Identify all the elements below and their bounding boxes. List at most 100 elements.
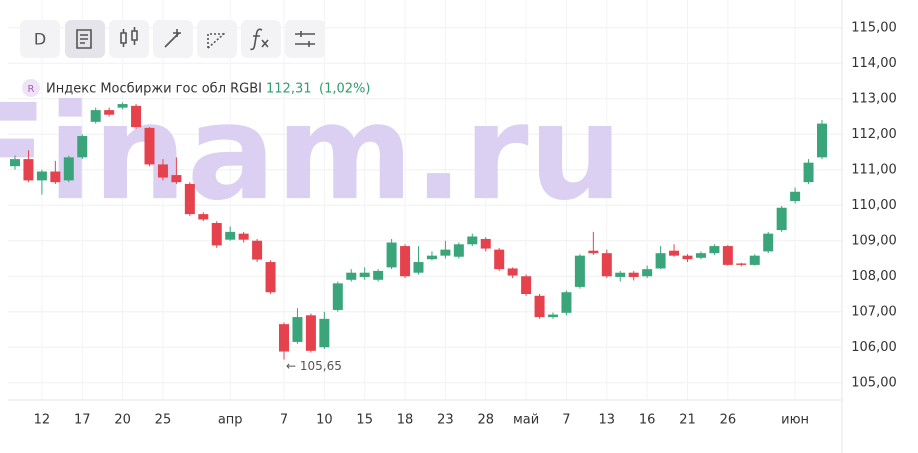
candle-body [386,242,397,268]
y-tick-label: 114,00 [851,56,897,71]
watermark: Finam.ru [0,76,623,230]
y-tick-label: 107,00 [851,304,897,319]
y-tick-label: 110,00 [851,198,897,213]
candle-body [198,214,209,220]
candle-body [521,276,532,294]
candle-body [265,262,276,293]
x-tick-label: 12 [34,413,51,428]
candle-body [790,191,801,201]
y-tick-label: 105,00 [851,375,897,390]
price: 112,31 [266,82,312,97]
candle-body [480,238,491,249]
candle-body [615,272,626,277]
candle-body [225,231,236,240]
indicators-button[interactable] [241,20,281,58]
candle-body [63,157,74,181]
x-tick-label: 7 [280,413,288,428]
y-tick-label: 108,00 [851,269,897,284]
candle-body [50,171,61,183]
change: (1,02%) [319,82,370,97]
candle-body [669,250,680,256]
candle-body [184,183,195,215]
candle-body [319,318,330,348]
badge-label: R [28,84,35,95]
candle-body [736,263,747,265]
candle-body [90,110,101,122]
candle-body [494,249,505,270]
y-tick-label: 106,00 [851,340,897,355]
candle-body [157,164,168,178]
y-tick-label: 109,00 [851,233,897,248]
candle-body [426,255,437,260]
candle-body [171,175,182,183]
icon [164,29,181,48]
icon [120,27,138,47]
chart-title: Индекс Мосбиржи гос обл RGBI [46,82,262,97]
candle-body [144,127,155,165]
candle-body [534,295,545,318]
candle-body [574,255,585,287]
candle-body [77,136,88,158]
y-tick-label: 113,00 [851,91,897,106]
candle-body [507,268,518,276]
candle-body [238,233,249,240]
candle-body [413,262,424,273]
candle-body [131,105,142,128]
candle-body [292,317,303,342]
candle-body [36,171,47,181]
x-tick-label: 23 [437,413,454,428]
candle-body [722,246,733,265]
x-tick-label: 13 [599,413,616,428]
x-tick-label: 10 [316,413,333,428]
candle-body [453,244,464,257]
icon [295,31,315,47]
candle-body [642,269,653,277]
candle-body [561,292,572,313]
candle-body [467,236,478,245]
candle-body [548,314,558,318]
candles [10,102,827,360]
candle-body [709,246,720,254]
candle-body [776,207,787,231]
candle-body [588,250,599,254]
x-tick-label: 16 [639,413,656,428]
candle-body [601,253,612,277]
x-tick-label: апр [218,413,243,428]
candle-body [400,246,411,277]
candle-body [373,270,384,280]
candle-body [305,315,316,351]
candle-body [763,233,774,252]
candle-body [628,272,639,277]
candle-body [104,110,115,115]
interval-label[interactable]: D [34,30,46,49]
settings-button[interactable] [285,20,325,58]
badge [22,79,40,97]
icon [76,29,92,49]
x-tick-label: май [513,413,539,428]
icon [250,28,269,51]
candle-body [23,159,34,181]
candle-body [440,249,451,256]
candle-body [346,272,357,280]
x-tick-label: 21 [679,413,696,428]
min-annotation: ← 105,65 [286,359,342,373]
y-tick-label: 115,00 [851,20,897,35]
interval-button[interactable] [20,20,60,58]
candle-body [10,159,20,167]
y-tick-label: 111,00 [851,162,897,177]
candle-body [695,253,706,258]
x-tick-label: 15 [356,413,373,428]
toolbar: D [20,20,325,58]
x-tick-label: 20 [114,413,131,428]
x-tick-label: 28 [477,413,494,428]
candle-body [252,240,263,260]
candle-body [279,324,289,352]
candle-body [749,255,760,265]
x-tick-label: 26 [720,413,737,428]
x-tick-label: 7 [562,413,570,428]
x-tick-label: июн [781,413,809,428]
candle-body [817,123,827,158]
y-tick-label: 112,00 [851,127,897,142]
candle-button[interactable] [109,20,149,58]
